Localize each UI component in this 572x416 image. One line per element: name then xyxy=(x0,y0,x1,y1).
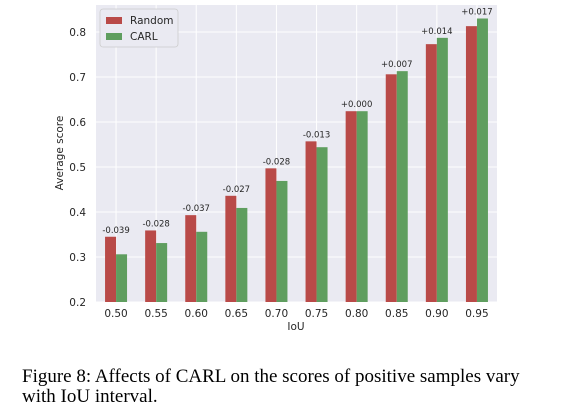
bar-carl xyxy=(436,37,448,302)
y-axis-title: Average score xyxy=(54,116,66,191)
bar-random xyxy=(225,195,237,302)
legend-swatch-random xyxy=(106,17,122,24)
y-axis: 0.2 0.3 0.4 0.5 0.6 0.7 0.8 xyxy=(69,27,86,309)
x-axis: 0.50 0.55 0.60 0.65 0.70 0.75 0.80 0.85 0.90 0.95 xyxy=(104,308,488,320)
bar-carl xyxy=(476,18,488,302)
figure-caption: Figure 8: Affects of CARL on the scores … xyxy=(22,366,520,407)
bar-carl xyxy=(116,254,128,302)
legend-swatch-carl xyxy=(106,33,122,40)
x-axis-title: IoU xyxy=(287,321,304,333)
difference-label: +0.007 xyxy=(381,60,412,70)
bar-random xyxy=(105,236,117,302)
difference-label: -0.013 xyxy=(303,130,330,140)
difference-label: -0.028 xyxy=(263,157,290,167)
y-tick-label: 0.7 xyxy=(69,72,86,84)
bar-carl xyxy=(196,231,208,302)
y-tick-label: 0.8 xyxy=(69,27,86,39)
bar-random xyxy=(145,230,157,302)
bar-carl xyxy=(316,147,328,302)
x-tick-label: 0.85 xyxy=(385,308,408,320)
difference-label: -0.027 xyxy=(223,185,250,195)
bar-random xyxy=(185,215,197,302)
difference-labels: -0.039 -0.028 -0.037 -0.027 -0.028 -0.013 +0.0… xyxy=(102,8,492,236)
bar-chart: -0.039 -0.028 -0.037 -0.027 -0.028 -0.013 +0.0… xyxy=(54,5,497,333)
legend-label-random: Random xyxy=(130,15,173,27)
difference-label: -0.039 xyxy=(102,226,129,236)
x-tick-label: 0.95 xyxy=(465,308,488,320)
y-tick-label: 0.2 xyxy=(69,297,86,309)
bars xyxy=(105,18,488,303)
bar-random xyxy=(425,44,437,303)
y-tick-label: 0.6 xyxy=(69,117,86,129)
bar-carl xyxy=(396,71,408,303)
bar-random xyxy=(465,26,477,303)
x-tick-label: 0.70 xyxy=(265,308,288,320)
bar-random xyxy=(345,111,357,302)
difference-label: -0.037 xyxy=(183,204,210,214)
legend-label-carl: CARL xyxy=(130,31,158,43)
difference-label: +0.014 xyxy=(421,27,452,37)
x-tick-label: 0.55 xyxy=(144,308,167,320)
bar-carl xyxy=(156,243,168,302)
x-tick-label: 0.75 xyxy=(305,308,328,320)
difference-label: +0.000 xyxy=(341,100,372,110)
difference-label: -0.028 xyxy=(142,219,169,229)
bar-carl xyxy=(236,207,248,302)
x-tick-label: 0.60 xyxy=(185,308,208,320)
x-tick-label: 0.65 xyxy=(225,308,248,320)
x-tick-label: 0.80 xyxy=(345,308,368,320)
x-tick-label: 0.50 xyxy=(104,308,127,320)
x-tick-label: 0.90 xyxy=(425,308,448,320)
bar-random xyxy=(265,168,277,302)
bar-random xyxy=(385,74,397,302)
bar-carl xyxy=(356,111,368,302)
legend: Random CARL xyxy=(99,8,179,48)
y-tick-label: 0.5 xyxy=(69,162,86,174)
bar-random xyxy=(305,141,317,302)
difference-label: +0.017 xyxy=(461,8,492,18)
y-tick-label: 0.4 xyxy=(69,207,86,219)
bar-carl xyxy=(276,180,288,302)
y-tick-label: 0.3 xyxy=(69,252,86,264)
